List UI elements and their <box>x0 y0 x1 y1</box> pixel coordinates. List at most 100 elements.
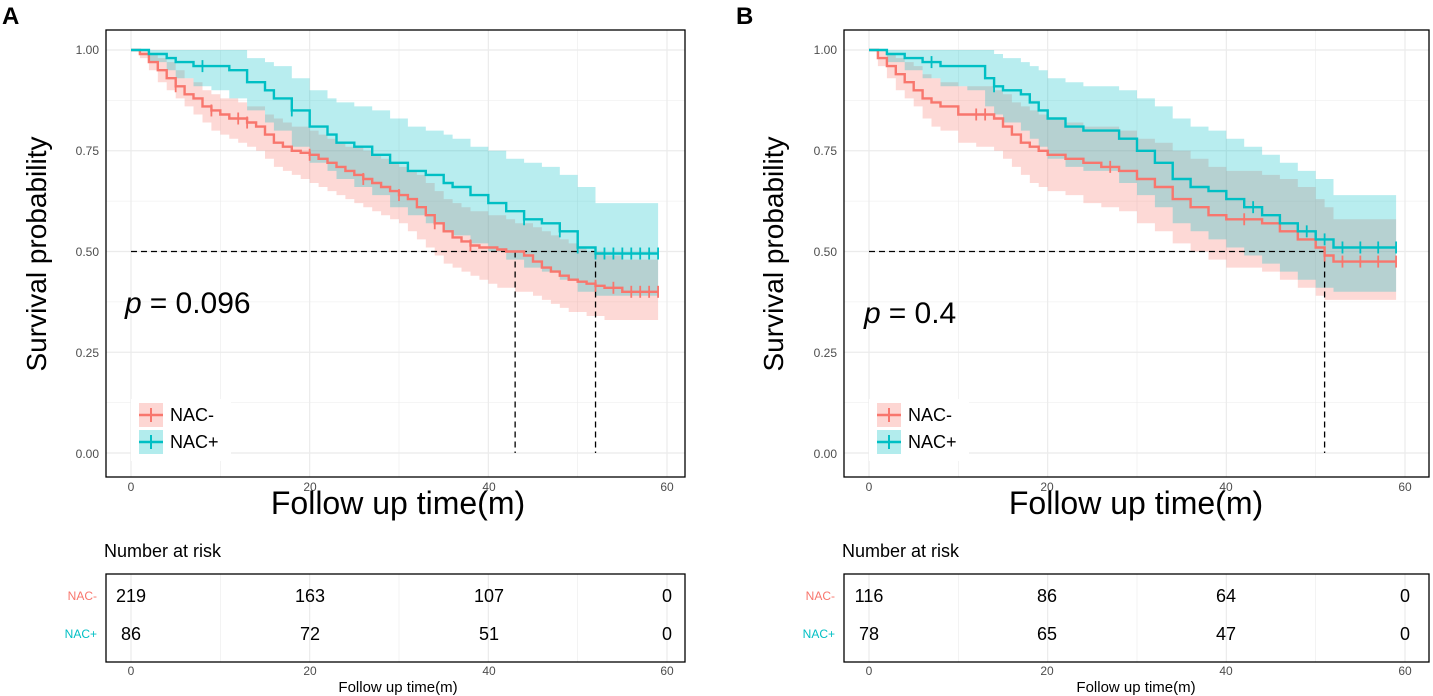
panel-a: A 0.00 0.25 0.50 0.75 1.00 0 20 40 60 Su… <box>2 3 686 696</box>
confidence-band-nac-minus <box>131 50 659 320</box>
y-tick-labels: 0.00 0.25 0.50 0.75 1.00 <box>814 43 838 461</box>
risk-table: Number at risk NAC- NAC+ 116 86 64 0 78 … <box>803 541 1430 696</box>
risk-x-tick-labels: 0 20 40 60 <box>866 664 1412 678</box>
survival-curve-nac-minus <box>131 48 659 293</box>
y-tick-label: 0.00 <box>814 447 838 461</box>
risk-count: 0 <box>662 586 672 606</box>
p-value-annotation: p = 0.4 <box>863 297 956 330</box>
risk-group-label-nac-minus: NAC- <box>806 589 835 603</box>
y-tick-label: 0.25 <box>814 346 838 360</box>
risk-count: 0 <box>1400 624 1410 644</box>
risk-count: 86 <box>121 624 141 644</box>
legend-background <box>131 399 231 461</box>
x-tick-label: 40 <box>1219 480 1233 494</box>
x-tick-label: 0 <box>866 480 873 494</box>
p-value: = 0.096 <box>150 287 251 320</box>
risk-table: Number at risk NAC- NAC+ 219 163 107 0 8… <box>65 541 686 696</box>
x-tick-label: 20 <box>303 664 317 678</box>
risk-table-frame <box>843 573 1430 663</box>
p-value-annotation: p = 0.096 <box>124 287 251 320</box>
panel-label: A <box>2 3 19 30</box>
x-tick-label: 0 <box>128 480 135 494</box>
x-tick-label: 60 <box>1398 480 1412 494</box>
x-tick-label: 0 <box>128 664 135 678</box>
y-tick-label: 0.50 <box>814 245 838 259</box>
risk-count: 65 <box>1037 624 1057 644</box>
confidence-band-nac-plus <box>131 50 659 296</box>
panel-label: B <box>736 3 753 30</box>
risk-count: 51 <box>479 624 499 644</box>
panel-b: B 0.00 0.25 0.50 0.75 1.00 0 20 40 60 Su… <box>736 3 1430 696</box>
risk-count: 0 <box>1400 586 1410 606</box>
x-tick-label: 0 <box>866 664 873 678</box>
survival-curve-nac-plus <box>869 48 1397 249</box>
x-tick-label: 20 <box>1040 664 1054 678</box>
p-value: = 0.4 <box>889 297 957 330</box>
x-tick-label: 40 <box>482 480 496 494</box>
risk-x-axis-title: Follow up time(m) <box>1076 679 1195 696</box>
risk-grid <box>868 574 1406 662</box>
risk-group-label-nac-plus: NAC+ <box>65 627 97 641</box>
y-tick-label: 1.00 <box>76 43 100 57</box>
x-tick-label: 20 <box>303 480 317 494</box>
x-tick-label: 20 <box>1040 480 1054 494</box>
y-tick-label: 0.00 <box>76 447 100 461</box>
p-symbol: p <box>124 287 142 320</box>
svg-text:p= 0.4: p = 0.4 <box>863 297 956 330</box>
p-symbol: p <box>863 297 881 330</box>
x-tick-label: 60 <box>660 480 674 494</box>
risk-count: 64 <box>1216 586 1236 606</box>
x-tick-label: 40 <box>1219 664 1233 678</box>
plot-frame <box>843 29 1430 478</box>
y-tick-label: 0.25 <box>76 346 100 360</box>
x-tick-labels: 0 20 40 60 <box>128 480 674 494</box>
risk-count: 47 <box>1216 624 1236 644</box>
confidence-bands <box>131 50 659 320</box>
x-axis-title: Follow up time(m) <box>271 485 525 521</box>
risk-count: 219 <box>116 586 146 606</box>
y-axis-title: Survival probability <box>21 137 52 372</box>
censor-marks <box>930 56 1397 268</box>
x-axis-title: Follow up time(m) <box>1009 485 1263 521</box>
x-tick-label: 60 <box>1398 664 1412 678</box>
y-tick-label: 0.75 <box>814 144 838 158</box>
survival-curves <box>131 48 659 293</box>
risk-x-axis-title: Follow up time(m) <box>338 679 457 696</box>
risk-group-label-nac-plus: NAC+ <box>803 627 835 641</box>
y-tick-label: 1.00 <box>814 43 838 57</box>
survival-curve-nac-minus <box>869 48 1397 263</box>
risk-x-tick-labels: 0 20 40 60 <box>128 664 674 678</box>
legend: NAC- NAC+ <box>131 399 231 461</box>
risk-count: 86 <box>1037 586 1057 606</box>
y-tick-labels: 0.00 0.25 0.50 0.75 1.00 <box>76 43 100 461</box>
survival-curve-nac-plus <box>131 48 659 255</box>
risk-table-frame <box>105 573 686 663</box>
median-lines <box>869 250 1326 453</box>
y-axis-title: Survival probability <box>758 137 789 372</box>
plot-frame <box>105 29 686 478</box>
confidence-bands <box>869 50 1397 300</box>
risk-table-title: Number at risk <box>104 541 222 561</box>
risk-count: 116 <box>855 586 884 606</box>
risk-table-title: Number at risk <box>842 541 960 561</box>
legend: NAC- NAC+ <box>869 399 969 461</box>
risk-group-label-nac-minus: NAC- <box>68 589 97 603</box>
legend-label-nac-minus: NAC- <box>908 405 952 425</box>
legend-label-nac-minus: NAC- <box>170 405 214 425</box>
y-tick-label: 0.50 <box>76 245 100 259</box>
svg-text:p= 0.096: p = 0.096 <box>124 287 251 320</box>
x-tick-labels: 0 20 40 60 <box>866 480 1412 494</box>
legend-background <box>869 399 969 461</box>
risk-count: 163 <box>295 586 325 606</box>
risk-count: 78 <box>859 624 879 644</box>
y-tick-label: 0.75 <box>76 144 100 158</box>
risk-grid <box>130 574 668 662</box>
survival-curves <box>869 48 1397 263</box>
censor-marks <box>174 60 659 298</box>
risk-count: 107 <box>474 586 504 606</box>
legend-label-nac-plus: NAC+ <box>170 432 219 452</box>
risk-count: 0 <box>662 624 672 644</box>
confidence-band-nac-minus <box>869 50 1397 300</box>
x-tick-label: 40 <box>482 664 496 678</box>
